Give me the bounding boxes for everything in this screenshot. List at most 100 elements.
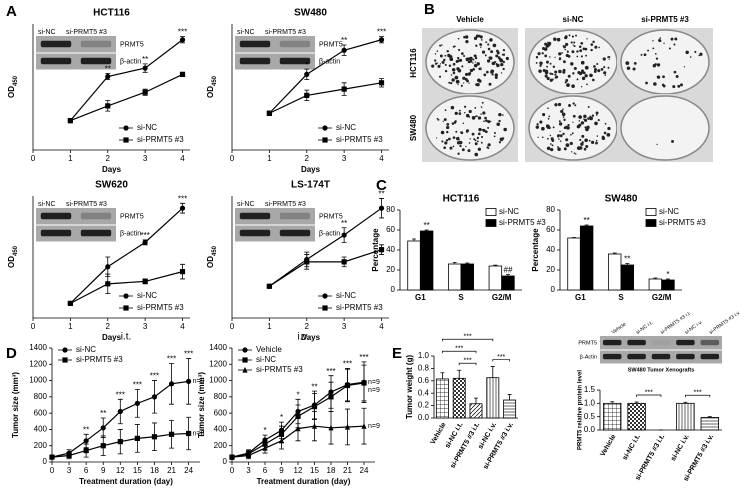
colony bbox=[590, 140, 595, 145]
legend-label: Vehicle bbox=[256, 345, 282, 354]
marker bbox=[378, 247, 385, 253]
y-tick-label: 80 bbox=[546, 205, 555, 214]
colony bbox=[547, 107, 549, 110]
colony bbox=[473, 63, 478, 68]
colony bbox=[490, 70, 493, 74]
error-bar bbox=[665, 278, 670, 280]
y-tick-label: 400 bbox=[34, 425, 48, 434]
colony bbox=[503, 127, 507, 132]
colony bbox=[670, 37, 674, 41]
x-tick-label: 0 bbox=[31, 154, 36, 163]
bar bbox=[447, 263, 462, 291]
x-tick-label: 15 bbox=[133, 466, 142, 475]
colony bbox=[539, 64, 542, 67]
colony bbox=[478, 127, 482, 132]
colony bbox=[549, 78, 553, 82]
colony bbox=[558, 69, 562, 74]
colony bbox=[488, 82, 492, 86]
colony bbox=[546, 146, 551, 151]
blot-band bbox=[676, 339, 695, 346]
colony bbox=[633, 61, 637, 65]
inset-band-label: PRMT5 bbox=[578, 340, 597, 346]
colony bbox=[656, 143, 658, 146]
significance: *** bbox=[497, 354, 505, 361]
row-label: HCT116 bbox=[409, 48, 418, 78]
colony bbox=[541, 46, 546, 51]
marker bbox=[322, 137, 328, 143]
colony bbox=[473, 138, 476, 141]
marker bbox=[105, 103, 111, 109]
legend-swatch bbox=[645, 219, 657, 227]
colony bbox=[551, 139, 555, 142]
colony bbox=[564, 42, 569, 47]
error-bar bbox=[584, 224, 589, 226]
colony bbox=[547, 41, 549, 43]
colony bbox=[436, 137, 438, 139]
inset-band-label: β-actin bbox=[120, 58, 141, 65]
colony bbox=[562, 60, 566, 64]
colony bbox=[493, 131, 496, 134]
y-axis-label: OD450 bbox=[7, 75, 18, 98]
blot-band bbox=[602, 353, 622, 360]
legend-swatch bbox=[645, 208, 657, 216]
colony bbox=[469, 138, 471, 140]
colony bbox=[594, 121, 598, 126]
colony bbox=[451, 78, 455, 82]
y-tick-label: 800 bbox=[214, 392, 228, 401]
colony bbox=[469, 59, 472, 61]
colony bbox=[487, 147, 490, 149]
bar bbox=[469, 403, 483, 419]
colony bbox=[468, 142, 471, 144]
row-label: SW480 bbox=[409, 114, 418, 141]
x-tick-label: 3 bbox=[246, 466, 251, 475]
colony bbox=[683, 66, 686, 68]
colony bbox=[583, 147, 587, 151]
x-tick-label: 6 bbox=[84, 466, 89, 475]
bar bbox=[648, 278, 663, 291]
colony bbox=[480, 106, 483, 108]
colony bbox=[583, 118, 588, 122]
y-axis-label: Tumor size (mm³) bbox=[197, 372, 206, 438]
colony bbox=[457, 136, 460, 139]
blot-divider bbox=[36, 52, 116, 54]
significance: ** bbox=[378, 190, 384, 199]
colony bbox=[653, 82, 657, 86]
colony bbox=[487, 120, 491, 124]
colony bbox=[584, 65, 589, 70]
marker bbox=[83, 438, 89, 444]
colony bbox=[499, 137, 504, 142]
colony bbox=[645, 81, 648, 85]
inset-lane-label: si-NC bbox=[38, 201, 56, 208]
colony bbox=[457, 68, 462, 73]
colony bbox=[578, 123, 582, 127]
colony bbox=[553, 37, 557, 41]
inset-lane-label: si-NC bbox=[237, 29, 255, 36]
colony bbox=[448, 81, 451, 84]
colony bbox=[458, 48, 461, 52]
inset-lane-label: si-PRMT5 #3 bbox=[66, 201, 107, 208]
x-tick-label: 4 bbox=[180, 154, 185, 163]
colony bbox=[502, 53, 506, 56]
colony bbox=[478, 67, 481, 71]
inset-band-label: β-actin bbox=[120, 230, 141, 237]
bracket bbox=[442, 350, 477, 354]
colony bbox=[481, 101, 484, 104]
marker bbox=[242, 347, 248, 353]
blot-band bbox=[279, 57, 311, 65]
colony bbox=[673, 70, 677, 74]
y-tick-label: 200 bbox=[214, 441, 228, 450]
colony bbox=[451, 122, 455, 125]
x-tick-label: 6 bbox=[263, 466, 268, 475]
colony bbox=[431, 64, 435, 68]
colony bbox=[482, 128, 486, 132]
significance: *** bbox=[343, 359, 352, 368]
chart-title: SW620 bbox=[95, 180, 128, 191]
panel-label: B bbox=[424, 1, 435, 18]
colony bbox=[572, 132, 574, 134]
marker bbox=[123, 293, 129, 299]
colony bbox=[559, 134, 563, 138]
marker bbox=[378, 205, 385, 211]
error-bar bbox=[440, 372, 445, 379]
colony bbox=[594, 45, 598, 49]
marker bbox=[179, 71, 186, 77]
